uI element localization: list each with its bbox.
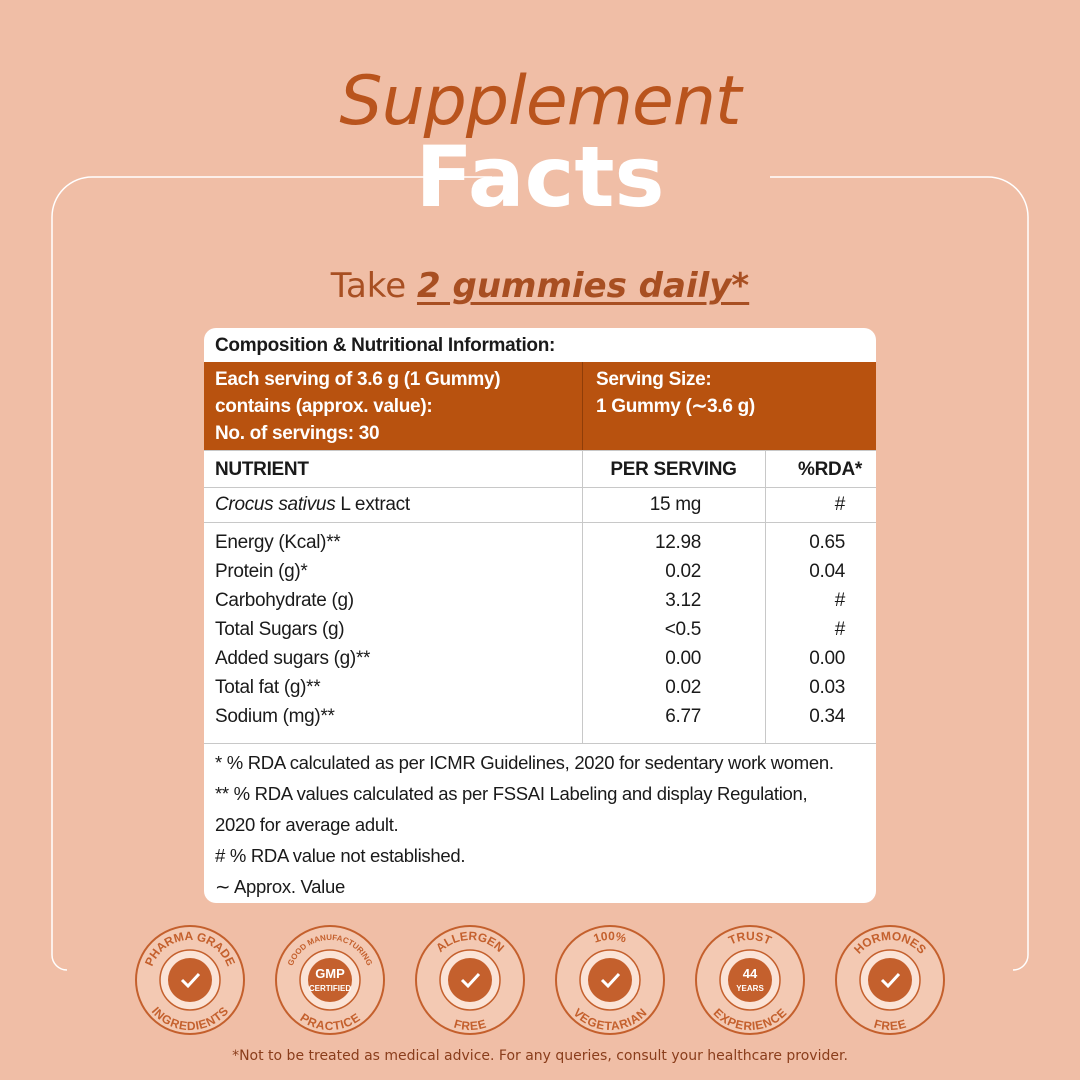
column-line	[765, 450, 766, 743]
nutrient-name: Total Sugars (g)	[215, 619, 345, 640]
badge-center: GMP	[315, 966, 345, 981]
footnote: ** % RDA values calculated as per FSSAI …	[215, 783, 808, 804]
badge-icon	[588, 958, 632, 1002]
badge-glyph	[460, 972, 481, 989]
per-serving: 0.00	[665, 648, 701, 669]
serving-size: 1 Gummy (∼3.6 g)	[596, 396, 755, 417]
nutrient-name: Added sugars (g)**	[215, 648, 371, 669]
column-line	[582, 450, 583, 743]
nutrient-name: Crocus sativus L extract	[215, 493, 410, 517]
badge-icon	[308, 958, 352, 1002]
footnote: * % RDA calculated as per ICMR Guideline…	[215, 752, 834, 773]
row-line	[204, 522, 876, 523]
nutrient-name: Carbohydrate (g)	[215, 590, 354, 611]
badge-top: 100%	[592, 929, 628, 946]
facts-table: Composition & Nutritional Information: E…	[204, 328, 876, 903]
rda: #	[834, 590, 846, 611]
badge-center: YEARS	[736, 984, 764, 993]
dosage-emphasis: 2 gummies daily*	[416, 266, 750, 306]
table-heading: Composition & Nutritional Information:	[215, 335, 556, 356]
extract-name: L extract	[340, 494, 410, 515]
per-serving: 0.02	[665, 677, 701, 698]
serving-size: Serving Size:	[596, 369, 712, 390]
title: Facts	[415, 128, 665, 226]
nutrient-name: Energy (Kcal)**	[215, 532, 341, 553]
nutrient-name: Sodium (mg)**	[215, 706, 335, 727]
rda: 0.65	[809, 532, 845, 553]
rda: #	[834, 494, 846, 515]
badge-glyph	[880, 972, 901, 989]
row-line	[204, 487, 876, 488]
rda: 0.03	[809, 677, 845, 698]
badge-glyph	[180, 972, 201, 989]
column-header: NUTRIENT	[215, 459, 309, 480]
badge-center: CERTIFIED	[309, 984, 351, 993]
serving-info: contains (approx. value):	[215, 396, 433, 417]
row-line	[204, 743, 876, 744]
column-header: PER SERVING	[610, 459, 737, 480]
badge: 100%VEGETARIAN	[555, 925, 665, 1035]
badge-bottom: PRACTICE	[298, 1010, 363, 1033]
per-serving: 0.02	[665, 561, 701, 582]
footnote: ∼ Approx. Value	[215, 876, 345, 897]
frame-line	[770, 176, 1029, 971]
badge-glyph	[600, 972, 621, 989]
badge-center: 44	[743, 966, 758, 981]
per-serving: <0.5	[664, 619, 702, 640]
badge-text: 100%	[592, 929, 628, 946]
badge-text: PRACTICE	[298, 1010, 363, 1033]
column-header: %RDA*	[798, 459, 862, 480]
dosage: Take 2 gummies daily*	[0, 266, 1080, 306]
row-line	[204, 450, 876, 451]
divider	[582, 362, 583, 450]
badge-icon	[168, 958, 212, 1002]
footnote: # % RDA value not established.	[215, 845, 466, 866]
rda: 0.34	[809, 706, 845, 727]
dosage-prefix: Take	[330, 266, 407, 306]
extract-name: Crocus sativus	[215, 494, 336, 515]
per-serving: 3.12	[665, 590, 701, 611]
frame-line	[51, 176, 492, 971]
per-serving: 12.98	[654, 532, 701, 553]
badge-icon	[728, 958, 772, 1002]
rda: #	[834, 619, 846, 640]
nutrient-name: Protein (g)*	[215, 561, 308, 582]
badge-icon	[868, 958, 912, 1002]
badge-icon	[448, 958, 492, 1002]
nutrient-name: Total fat (g)**	[215, 677, 321, 698]
serving-info: Each serving of 3.6 g (1 Gummy)	[215, 369, 501, 390]
footnote: 2020 for average adult.	[215, 814, 399, 835]
badge-text: TRUST	[726, 929, 774, 948]
serving-band	[204, 362, 876, 450]
per-serving: 6.77	[665, 706, 701, 727]
rda: 0.04	[809, 561, 845, 582]
serving-info: No. of servings: 30	[215, 423, 380, 444]
per-serving: 15 mg	[649, 494, 702, 515]
disclaimer: *Not to be treated as medical advice. Fo…	[232, 1048, 848, 1064]
badge-top: TRUST	[726, 929, 774, 948]
rda: 0.00	[809, 648, 845, 669]
title: Supplement	[339, 62, 741, 141]
